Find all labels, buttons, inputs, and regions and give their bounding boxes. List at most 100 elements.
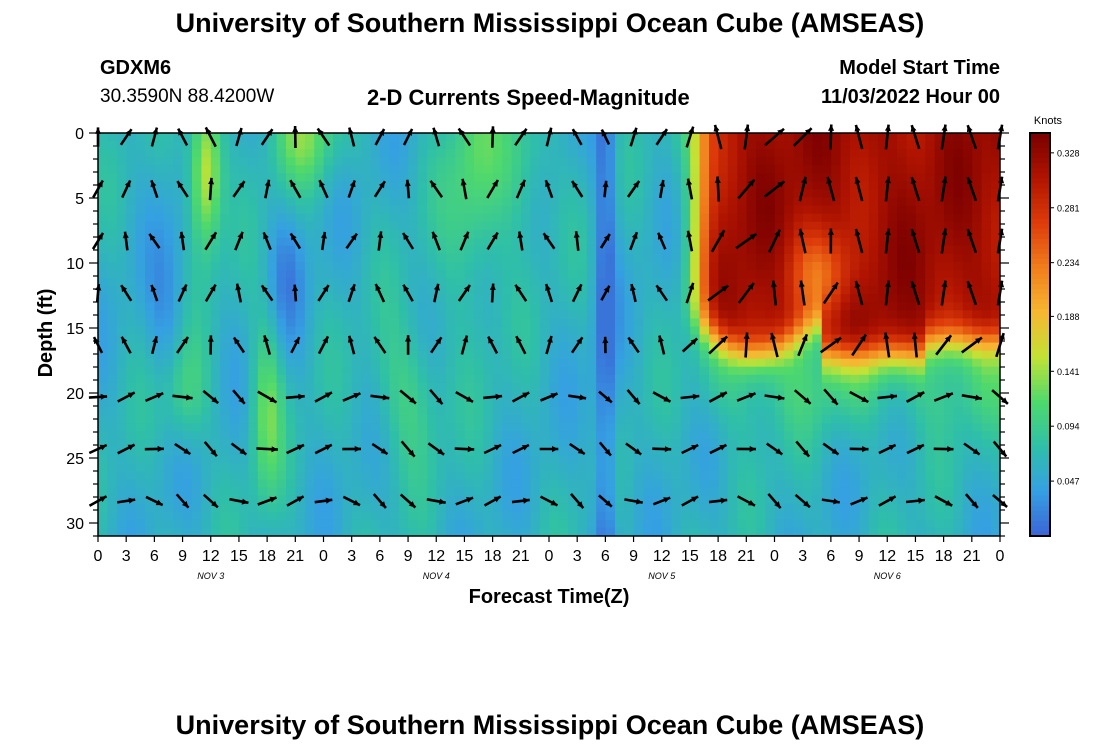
heatmap-cell: [427, 197, 437, 207]
heatmap-cell: [859, 253, 870, 263]
heatmap-cell: [953, 439, 964, 448]
heatmap-cell: [98, 278, 108, 287]
heatmap-cell: [831, 229, 842, 239]
heatmap-cell: [427, 439, 437, 448]
heatmap-cell: [633, 382, 644, 392]
heatmap-cell: [182, 286, 193, 295]
heatmap-cell: [380, 334, 390, 344]
heatmap-cell: [624, 439, 635, 448]
heatmap-cell: [427, 189, 437, 199]
heatmap-cell: [107, 294, 118, 303]
heatmap-cell: [831, 237, 842, 247]
heatmap-cell: [944, 189, 954, 199]
heatmap-cell: [596, 302, 607, 311]
heatmap-cell: [135, 286, 146, 295]
heatmap-cell: [154, 278, 165, 287]
heatmap-cell: [690, 286, 701, 295]
heatmap-cell: [859, 471, 870, 481]
heatmap-cell: [784, 431, 795, 440]
heatmap-cell: [765, 495, 776, 505]
heatmap-cell: [699, 382, 710, 392]
heatmap-cell: [295, 318, 306, 328]
heatmap-cell: [502, 519, 513, 529]
heatmap-cell: [304, 495, 315, 505]
heatmap-cell: [812, 237, 823, 247]
heatmap-cell: [436, 358, 447, 368]
heatmap-cell: [962, 294, 973, 303]
heatmap-cell: [173, 423, 184, 432]
heatmap-cell: [98, 455, 108, 465]
current-arrow: [347, 283, 356, 303]
heatmap-cell: [333, 415, 343, 424]
heatmap-cell: [361, 197, 372, 207]
heatmap-cell: [765, 141, 776, 150]
heatmap-cell: [173, 527, 184, 536]
heatmap-cell: [182, 479, 193, 489]
heatmap-cell: [981, 229, 992, 239]
heatmap-cell: [389, 245, 400, 255]
heatmap-cell: [643, 221, 654, 231]
heatmap-cell: [878, 278, 889, 287]
heatmap-cell: [135, 133, 146, 142]
heatmap-cell: [558, 157, 569, 166]
heatmap-cell: [915, 471, 926, 481]
heatmap-cell: [803, 487, 813, 497]
heatmap-cell: [596, 495, 607, 505]
heatmap-cell: [417, 463, 428, 473]
heatmap-cell: [793, 399, 804, 408]
heatmap-cell: [445, 415, 456, 424]
heatmap-cell: [699, 221, 710, 231]
heatmap-cell: [455, 511, 466, 521]
heatmap-cell: [521, 374, 531, 384]
heatmap-cell: [436, 141, 447, 150]
heatmap-cell: [304, 415, 315, 424]
heatmap-cell: [615, 407, 625, 416]
heatmap-cell: [915, 350, 926, 360]
heatmap-cell: [981, 270, 992, 279]
heatmap-cell: [652, 358, 663, 368]
heatmap-cell: [154, 358, 165, 368]
heatmap-cell: [116, 278, 127, 287]
heatmap-cell: [596, 318, 607, 328]
heatmap-cell: [173, 278, 184, 287]
heatmap-cell: [840, 310, 851, 319]
heatmap-cell: [784, 294, 795, 303]
heatmap-cell: [455, 374, 466, 384]
heatmap-cell: [286, 471, 296, 481]
heatmap-cell: [427, 455, 437, 465]
heatmap-cell: [145, 382, 155, 392]
heatmap-cell: [163, 334, 174, 344]
heatmap-cell: [774, 213, 785, 223]
heatmap-cell: [398, 181, 409, 191]
heatmap-cell: [878, 165, 889, 174]
heatmap-cell: [323, 205, 334, 215]
heatmap-cell: [718, 141, 729, 150]
heatmap-cell: [868, 382, 879, 392]
heatmap-cell: [991, 270, 1000, 279]
heatmap-cell: [135, 221, 146, 231]
heatmap-cell: [116, 487, 127, 497]
heatmap-cell: [135, 278, 146, 287]
current-arrow: [708, 391, 728, 403]
heatmap-cell: [868, 431, 879, 440]
heatmap-cell: [784, 165, 795, 174]
heatmap-cell: [878, 366, 889, 376]
heatmap-cell: [436, 149, 447, 158]
heatmap-cell: [962, 455, 973, 465]
heatmap-cell: [718, 527, 729, 536]
heatmap-cell: [803, 511, 813, 521]
heatmap-cell: [605, 455, 616, 465]
heatmap-cell: [915, 399, 926, 408]
heatmap-cell: [107, 278, 118, 287]
heatmap-cell: [633, 270, 644, 279]
heatmap-cell: [850, 326, 860, 336]
heatmap-cell: [436, 181, 447, 191]
heatmap-cell: [972, 165, 983, 174]
heatmap-cell: [380, 262, 390, 271]
heatmap-cell: [286, 302, 296, 311]
heatmap-cell: [680, 495, 691, 505]
heatmap-cell: [239, 141, 249, 150]
heatmap-cell: [906, 350, 917, 360]
heatmap-cell: [323, 213, 334, 223]
heatmap-cell: [925, 262, 936, 271]
